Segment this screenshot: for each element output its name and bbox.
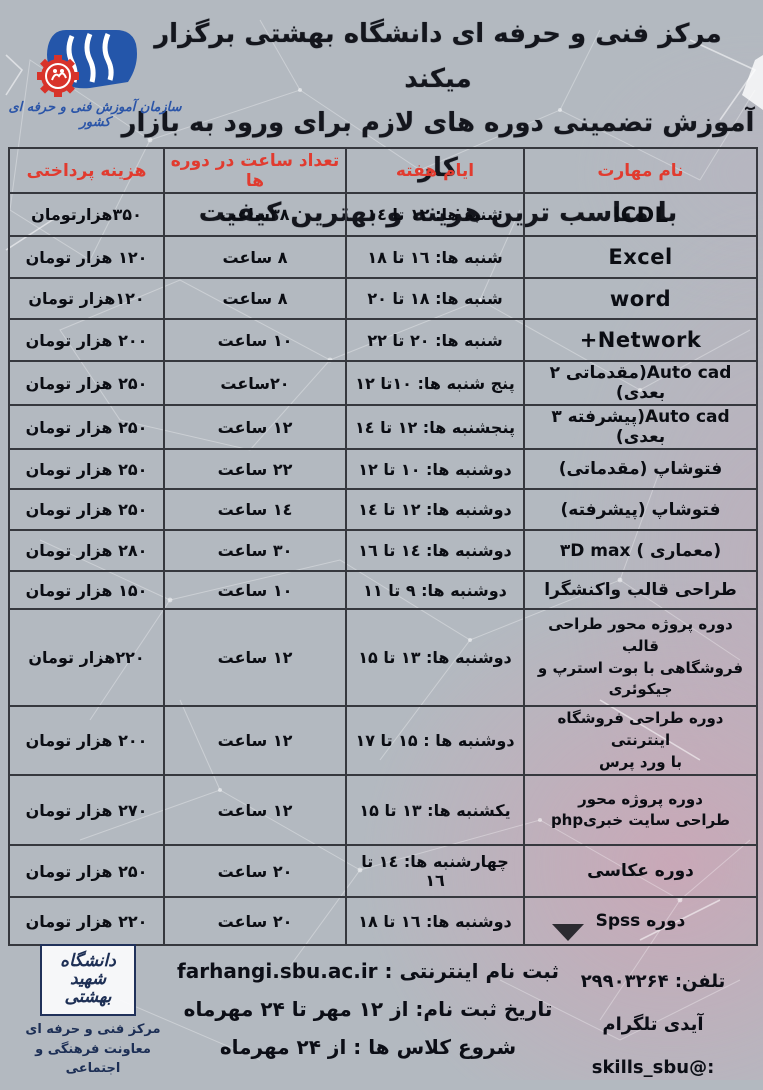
skill-cell: ۳D max ( معماری) [523,529,758,572]
registration-dates-text: تاریخ ثبت نام: از ۱۲ مهر تا ۲۴ مهرماه [183,997,553,1021]
table-row: ۳D max ( معماری) دوشنبه ها: ۱٤ تا ۱٦ ۳۰ سا… [8,529,758,572]
table-row: ICDL شنبه ها: ۱۲ تا ۱٤ ۳۸ساعت ۳۵۰هزارتومان [8,192,758,237]
hours-cell: ۸ ساعت [163,277,347,320]
hours-cell: ۲۰ساعت [163,360,347,406]
column-header-days: ایام هفته [345,147,525,194]
table-row: فتوشاپ (پیشرفته) دوشنبه ها: ۱۲ تا ۱٤ ۱٤ سا… [8,488,758,531]
table-header-row: نام مهارت ایام هفته تعداد ساعت در دوره ه… [8,147,758,194]
skill-cell: ICDL [523,192,758,237]
cost-cell: ۲۵۰ هزار تومان [8,404,165,450]
skill-cell: دوره Spss [523,896,758,947]
column-header-hours: تعداد ساعت در دوره ها [163,147,347,194]
cost-cell: ۲۵۰ هزار تومان [8,360,165,406]
cost-cell: ۱۲۰ هزار تومان [8,235,165,279]
table-row: Excel شنبه ها: ۱٦ تا ۱۸ ۸ ساعت ۱۲۰ هزار توم… [8,235,758,279]
tvto-logo-gear [37,55,79,97]
days-cell: چهارشنبه ها: ۱٤ تا ۱٦ [345,844,525,899]
hours-cell: ۱۰ ساعت [163,318,347,362]
table-row: Auto cad(مقدماتی ۲ بعدی) پنج شنبه ها: ۱۰ت… [8,360,758,406]
edge-artifact [742,55,763,110]
cost-cell: ۱۲۰هزار تومان [8,277,165,320]
phone-text: تلفن: ۲۹۹۰۳۲۶۴ [580,971,726,992]
skill-cell: دوره طراحی فروشگاه اینترنتی با ورد پرس [523,704,758,777]
cost-cell: ۲۷۰ هزار تومان [8,774,165,847]
tvto-logo-caption: سازمان آموزش فنی و حرفه ای کشور [8,100,182,130]
hours-cell: ۱٤ ساعت [163,488,347,531]
hours-cell: ۲۲ ساعت [163,448,347,490]
skill-cell: دوره پروژه محور طراحی قالب فروشگاهی با ب… [523,608,758,707]
hours-cell: ۱۲ ساعت [163,704,347,777]
cost-cell: ۲۰۰ هزار تومان [8,318,165,362]
page-title-line1: مرکز فنی و حرفه ای دانشگاه بهشتی برگزار … [154,19,722,94]
cost-cell: ۳۵۰هزارتومان [8,192,165,237]
days-cell: شنبه ها: ۱۲ تا ۱٤ [345,192,525,237]
days-cell: دوشنبه ها: ۱۰ تا ۱۲ [345,448,525,490]
table-row: دوره عکاسی چهارشنبه ها: ۱٤ تا ۱٦ ۲۰ ساعت ۲۵… [8,844,758,899]
cost-cell: ۲۸۰ هزار تومان [8,529,165,572]
cost-cell: ۲۲۰ هزار تومان [8,896,165,947]
days-cell: دوشنبه ها: ۱٤ تا ۱٦ [345,529,525,572]
skill-cell: فتوشاپ (مقدماتی) [523,448,758,490]
column-header-cost: هزینه پرداختی [8,147,165,194]
cost-cell: ۲۰۰ هزار تومان [8,704,165,777]
hours-cell: ۳۸ساعت [163,192,347,237]
online-registration-text: ثبت نام اینترنتی : farhangi.sbu.ac.ir [177,959,559,983]
class-start-text: شروع کلاس ها : از ۲۴ مهرماه [219,1035,517,1059]
skill-cell: طراحی قالب واکنشگرا [523,570,758,610]
footer-center-block: ثبت نام اینترنتی : farhangi.sbu.ac.ir تا… [168,952,568,1066]
days-cell: دوشنبه ها: ۹ تا ۱۱ [345,570,525,610]
cost-cell: ۲۵۰ هزار تومان [8,844,165,899]
days-cell: دوشنبه ها : ۱۵ تا ۱۷ [345,704,525,777]
footer-contact-block: تلفن: ۲۹۹۰۳۲۶۴ آیدی تلگرام :@skills_sbu [548,960,758,1090]
telegram-text: آیدی تلگرام :@skills_sbu [591,1014,715,1079]
table-row: دوره طراحی فروشگاه اینترنتی با ورد پرس دو… [8,704,758,777]
table-row: فتوشاپ (مقدماتی) دوشنبه ها: ۱۰ تا ۱۲ ۲۲ سا… [8,448,758,490]
table-row: دوره پروژه محور طراحی قالب فروشگاهی با ب… [8,608,758,707]
table-row: دوره Spss دوشنبه ها: ۱٦ تا ۱۸ ۲۰ ساعت ۲۲۰ ه… [8,896,758,947]
skill-cell: Auto cad(پیشرفته ۳ بعدی) [523,404,758,450]
days-cell: شنبه ها: ۲۰ تا ۲۲ [345,318,525,362]
days-cell: پنج شنبه ها: ۱۰تا ۱۲ [345,360,525,406]
days-cell: شنبه ها: ۱٦ تا ۱۸ [345,235,525,279]
cost-cell: ۲۵۰ هزار تومان [8,448,165,490]
skill-cell: Excel [523,235,758,279]
cost-cell: ۲۲۰هزار تومان [8,608,165,707]
cost-cell: ۱۵۰ هزار تومان [8,570,165,610]
table-row: طراحی قالب واکنشگرا دوشنبه ها: ۹ تا ۱۱ ۱۰ … [8,570,758,610]
skill-cell: دوره عکاسی [523,844,758,899]
skill-cell: word [523,277,758,320]
course-table: نام مهارت ایام هفته تعداد ساعت در دوره ه… [8,147,758,947]
university-org-lines: مرکز فنی و حرفه ای معاونت فرهنگی و اجتما… [25,1022,161,1076]
hours-cell: ۲۰ ساعت [163,896,347,947]
table-row: Network+ شنبه ها: ۲۰ تا ۲۲ ۱۰ ساعت ۲۰۰ هزار… [8,318,758,362]
days-cell: دوشنبه ها: ۱٦ تا ۱۸ [345,896,525,947]
skill-cell: Network+ [523,318,758,362]
days-cell: دوشنبه ها: ۱۲ تا ۱٤ [345,488,525,531]
hours-cell: ۳۰ ساعت [163,529,347,572]
days-cell: یکشنبه ها: ۱۳ تا ۱۵ [345,774,525,847]
days-cell: شنبه ها: ۱۸ تا ۲۰ [345,277,525,320]
table-row: دوره پروژه محور phpطراحی سایت خبری یکشنبه… [8,774,758,847]
skill-cell: Auto cad(مقدماتی ۲ بعدی) [523,360,758,406]
hours-cell: ۱۲ ساعت [163,404,347,450]
days-cell: پنجشنبه ها: ۱۲ تا ۱٤ [345,404,525,450]
hours-cell: ۱۲ ساعت [163,774,347,847]
skill-cell: دوره پروژه محور phpطراحی سایت خبری [523,774,758,847]
skill-cell: فتوشاپ (پیشرفته) [523,488,758,531]
column-header-skill: نام مهارت [523,147,758,194]
days-cell: دوشنبه ها: ۱۳ تا ۱۵ [345,608,525,707]
tvto-logo [37,30,137,97]
page-title: مرکز فنی و حرفه ای دانشگاه بهشتی برگزار … [120,12,756,236]
university-logo: دانشگاه شهید بهشتی [40,944,136,1016]
table-row: word شنبه ها: ۱۸ تا ۲۰ ۸ ساعت ۱۲۰هزار تومان [8,277,758,320]
hours-cell: ۸ ساعت [163,235,347,279]
hours-cell: ۱۰ ساعت [163,570,347,610]
hours-cell: ۱۲ ساعت [163,608,347,707]
table-row: Auto cad(پیشرفته ۳ بعدی) پنجشنبه ها: ۱۲ ت… [8,404,758,450]
hours-cell: ۲۰ ساعت [163,844,347,899]
cost-cell: ۲۵۰ هزار تومان [8,488,165,531]
